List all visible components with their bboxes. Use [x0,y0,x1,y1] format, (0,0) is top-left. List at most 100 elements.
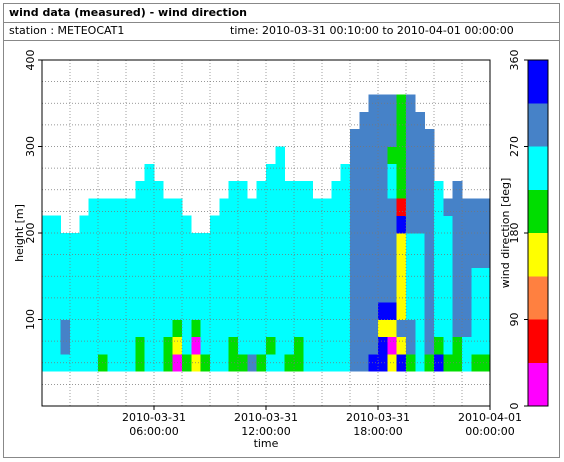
cell [228,233,239,251]
cell [387,233,397,251]
cell [247,215,257,234]
cell [312,284,323,303]
cell [415,284,425,303]
cell [322,250,332,268]
cell [443,267,453,286]
cell [359,319,369,338]
cell [51,215,61,234]
cell [266,284,276,303]
cell [228,336,239,355]
cell [387,267,397,286]
cell [415,336,425,355]
cell [238,302,248,320]
cell [284,319,295,338]
cell [294,267,304,286]
cell [163,336,173,355]
cell [107,302,117,320]
cell [219,354,229,372]
cell [107,198,117,216]
cell [415,163,425,182]
cell [144,198,155,216]
cell [322,267,332,286]
cell [462,302,472,320]
cell [443,284,453,303]
cell [340,302,351,320]
cell [200,319,211,338]
cell [396,233,407,251]
cell [42,215,52,234]
cell [126,336,136,355]
cell [462,198,472,216]
cell [396,354,407,372]
cell [350,319,360,338]
cell [359,302,369,320]
cell [331,233,341,251]
cell [247,250,257,268]
cell [210,267,220,286]
cell [284,181,295,199]
cell [98,336,108,355]
cell [471,319,481,338]
cell [182,319,192,338]
cell [219,198,229,216]
cell [350,302,360,320]
cell [387,163,397,182]
cell [303,354,313,372]
cell [396,198,407,216]
cell [266,336,276,355]
cell [135,267,145,286]
cell [415,250,425,268]
cell [424,146,435,165]
cell [238,233,248,251]
cell [434,233,444,251]
cell [471,215,481,234]
cell [51,319,61,338]
cell [172,233,183,251]
cell [144,163,155,182]
cell [322,354,332,372]
cell [79,336,89,355]
cell [247,198,257,216]
cell [415,129,425,147]
cell [107,336,117,355]
cell [79,302,89,320]
cell [424,284,435,303]
cell [88,284,99,303]
cell [452,354,463,372]
cell [172,302,183,320]
cell [98,215,108,234]
cell [350,129,360,147]
cell [219,284,229,303]
cell [406,111,416,130]
cell [210,302,220,320]
cell [406,129,416,147]
cell [406,181,416,199]
cell [378,267,388,286]
cell [434,284,444,303]
cell [154,233,164,251]
cell [219,336,229,355]
cell [275,284,285,303]
cell [126,319,136,338]
cell [312,250,323,268]
title: wind data (measured) - wind direction [9,6,247,19]
cell [154,267,164,286]
cell [275,354,285,372]
cell [462,250,472,268]
cell [415,146,425,165]
cell [368,267,379,286]
cell [294,319,304,338]
cell [256,302,267,320]
cell [191,250,201,268]
cell [406,354,416,372]
cell [359,111,369,130]
cell [51,267,61,286]
cell [406,302,416,320]
cell [42,284,52,303]
cell [266,319,276,338]
cell [107,284,117,303]
cell [434,250,444,268]
cell [396,284,407,303]
y-tick-label: 200 [24,223,37,244]
cell [275,302,285,320]
